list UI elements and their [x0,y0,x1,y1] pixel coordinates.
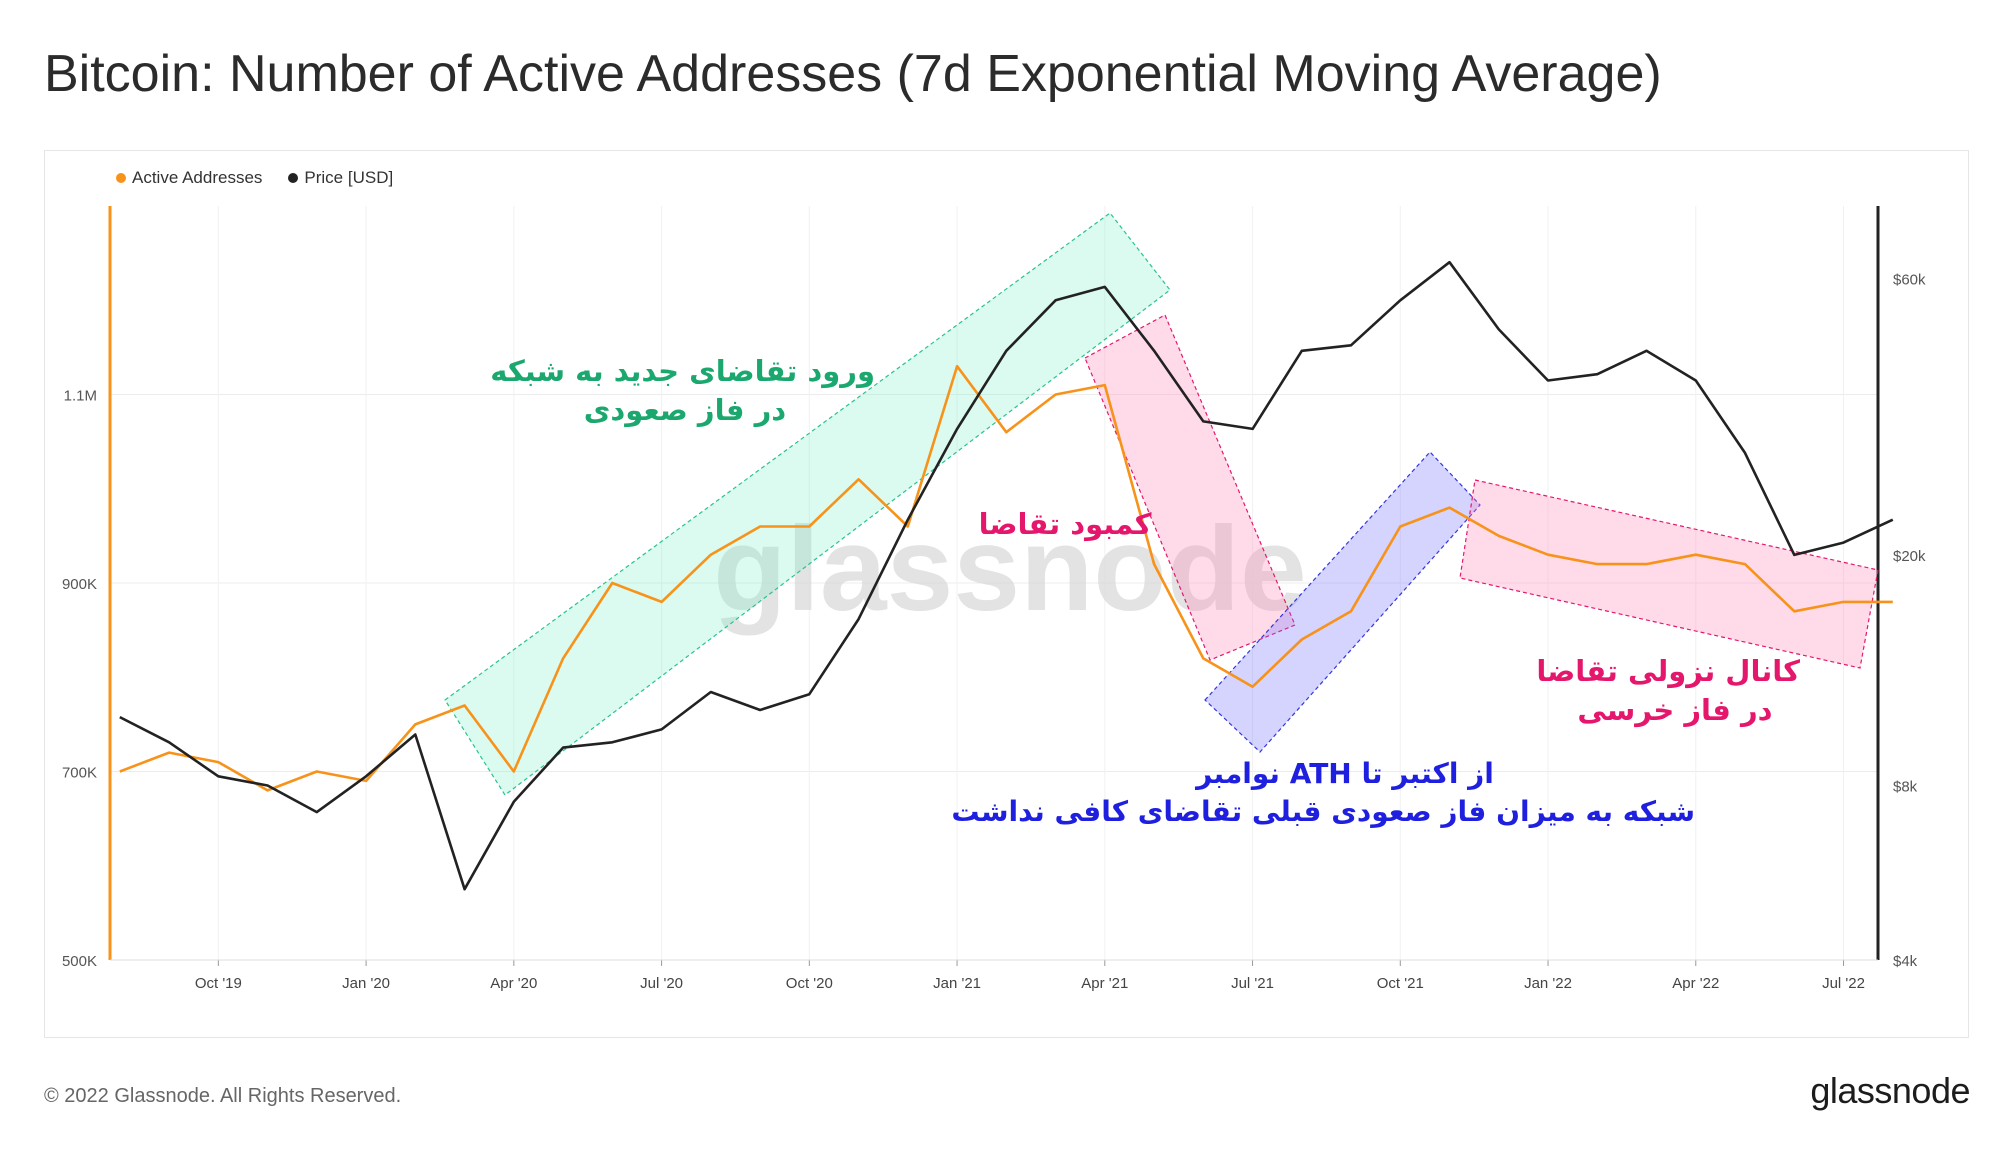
uptrend-channel-band [444,212,1171,796]
legend-label: Active Addresses [132,168,263,187]
black-dot-icon [288,173,299,183]
glassnode-logo: glassnode [1810,1070,1970,1111]
orange-dot-icon [116,173,126,183]
annotation-demand-drop: کمبود تقاضا [970,505,1160,544]
annotation-ath: از اکتبر تا ATH نوامبر شبکه به میزان فاز… [951,755,1695,831]
x-tick-label: Oct '20 [786,975,833,992]
x-tick-label: Oct '19 [195,975,242,992]
y-right-tick-label: $4k [1893,953,1918,970]
legend-label: Price [USD] [304,168,394,187]
y-left-tick-label: 1.1M [64,388,97,405]
x-tick-label: Jul '22 [1822,975,1865,992]
y-left-tick-label: 900K [62,576,97,593]
annotation-uptrend: ورود تقاضای جدید به شبکه در فاز صعودی [490,352,875,430]
y-left-tick-label: 500K [62,953,97,970]
x-tick-label: Jul '21 [1231,975,1274,992]
annotation-line: در فاز خرسی [1577,693,1773,728]
y-right-tick-label: $8k [1893,779,1918,796]
annotation-line: در فاز صعودی [583,393,787,428]
annotation-line: کمبود تقاضا [978,507,1152,541]
chart-legend: Active Addresses Price [USD] [116,168,393,188]
y-right-tick-label: $60k [1893,271,1926,288]
legend-item-active-addresses[interactable]: Active Addresses [116,168,262,188]
annotation-line: شبکه به میزان فاز صعودی قبلی تقاضای کافی… [951,794,1695,828]
x-tick-label: Apr '22 [1672,975,1719,992]
annotation-line: ورود تقاضای جدید به شبکه [490,354,875,388]
x-tick-label: Apr '21 [1081,975,1128,992]
y-left-tick-label: 700K [62,765,97,782]
footer-copyright: © 2022 Glassnode. All Rights Reserved. [44,1085,402,1107]
y-right-tick-label: $20k [1893,548,1926,565]
x-tick-label: Jan '20 [342,975,390,992]
demand-drop-band [1084,314,1296,661]
annotation-line: از اکتبر تا ATH نوامبر [1196,757,1494,790]
annotation-line: کانال نزولی تقاضا [1536,654,1800,688]
ath-channel-band [1204,451,1481,753]
down-channel-band [1459,479,1879,669]
x-tick-label: Jan '22 [1524,975,1572,992]
x-tick-label: Jul '20 [640,975,683,992]
x-tick-label: Jan '21 [933,975,981,992]
x-tick-label: Apr '20 [490,975,537,992]
chart-panel [44,150,1969,1038]
x-tick-label: Oct '21 [1377,975,1424,992]
page-title: Bitcoin: Number of Active Addresses (7d … [44,45,1662,103]
annotation-down-channel: کانال نزولی تقاضا در فاز خرسی [1536,652,1800,730]
legend-item-price[interactable]: Price [USD] [288,168,393,188]
